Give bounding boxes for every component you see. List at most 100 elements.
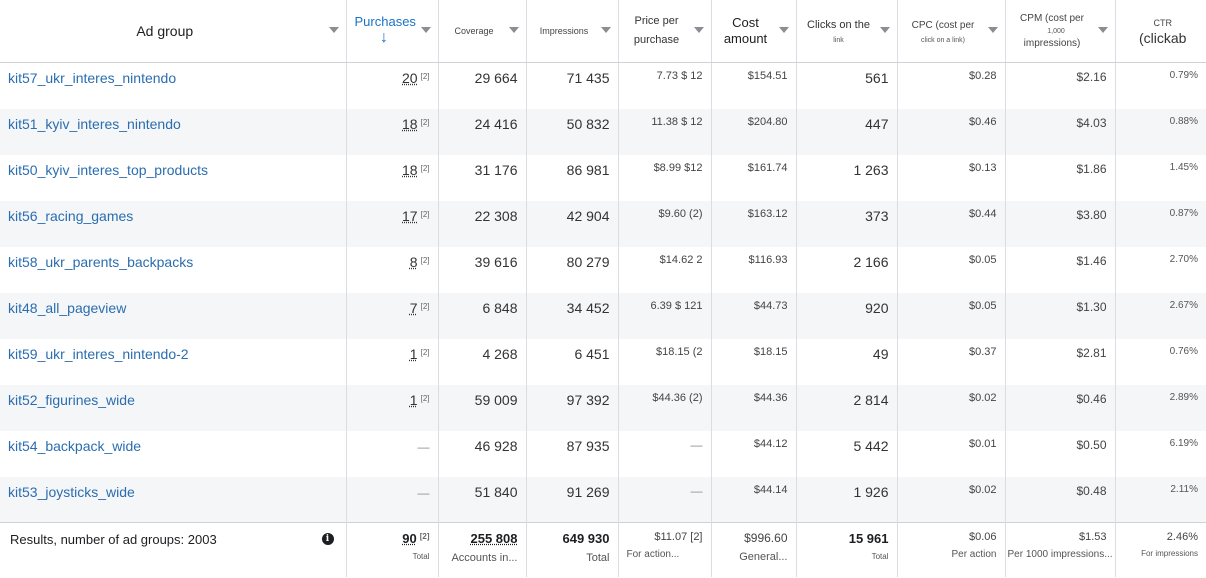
ad-group-link[interactable]: kit54_backpack_wide xyxy=(8,437,142,454)
coverage-cell: 6 848 xyxy=(438,292,527,339)
table-row: kit58_ukr_parents_backpacks 8 [2] 39 616 80 … xyxy=(0,246,1206,293)
clicks-cell: 1 926 xyxy=(796,476,898,523)
summary-clicks: 15 961 Total xyxy=(796,522,898,577)
clicks-cell: 561 xyxy=(796,62,898,109)
ctr-cell: 6.19% xyxy=(1169,437,1198,449)
col-header-cpm[interactable]: CPM (cost per 1,000 impressions) xyxy=(1005,0,1116,63)
purchases-value[interactable]: 18 xyxy=(402,161,418,178)
col-header-price-per-purchase[interactable]: Price per purchase xyxy=(618,0,712,63)
arrow-down-icon[interactable]: ↓ xyxy=(380,29,388,46)
col-header-clicks[interactable]: Clicks on the link xyxy=(796,0,898,63)
attribution-ref: [2] xyxy=(420,347,430,357)
clicks-cell: 373 xyxy=(796,200,898,247)
ad-group-link[interactable]: kit56_racing_games xyxy=(8,207,134,224)
purchases-cell: — xyxy=(346,430,439,477)
price-per-purchase-cell: $18.15 (2 xyxy=(618,338,712,385)
clicks-cell: 5 442 xyxy=(796,430,898,477)
purchases-value[interactable]: 20 xyxy=(402,70,418,86)
ad-group-link[interactable]: kit53_joysticks_wide xyxy=(8,483,135,500)
col-label: Coverage xyxy=(454,25,494,36)
ad-group-link[interactable]: kit57_ukr_interes_nintendo xyxy=(8,70,177,86)
clicks-cell: 2 814 xyxy=(796,384,898,431)
ad-group-cell: kit48_all_pageview xyxy=(0,292,347,339)
col-label: CPC (cost per xyxy=(911,19,975,31)
summary-coverage: 255 808 Accounts in... xyxy=(438,522,527,577)
price-per-purchase-cell: $9.60 (2) xyxy=(618,200,712,247)
summary-cpc-sub: Per action xyxy=(951,549,997,560)
coverage-cell: 51 840 xyxy=(438,476,527,523)
cpc-cell: $0.13 xyxy=(897,154,1006,201)
ad-group-link[interactable]: kit51_kyiv_interes_nintendo xyxy=(8,115,181,132)
cost-amount-cell: $44.14 xyxy=(711,476,797,523)
chevron-down-icon[interactable] xyxy=(600,27,611,33)
ad-group-link[interactable]: kit50_kyiv_interes_top_products xyxy=(8,161,209,178)
chevron-down-icon[interactable] xyxy=(987,27,998,33)
summary-cpm-sub: Per 1000 impressions... xyxy=(1007,549,1113,560)
purchases-value[interactable]: 7 xyxy=(409,299,418,316)
purchases-value[interactable]: 18 xyxy=(402,115,418,132)
purchases-cell: 1 [2] xyxy=(346,384,439,431)
chevron-down-icon[interactable] xyxy=(1097,27,1108,33)
chevron-down-icon[interactable] xyxy=(508,27,519,33)
attribution-ref: [2] xyxy=(420,255,430,265)
table-row: kit52_figurines_wide 1 [2] 59 009 97 392 $44.… xyxy=(0,384,1206,431)
col-label: Ad group xyxy=(136,22,194,39)
chevron-down-icon[interactable] xyxy=(420,27,431,33)
ad-group-link[interactable]: kit52_figurines_wide xyxy=(8,391,135,408)
col-header-coverage[interactable]: Coverage xyxy=(438,0,527,63)
ctr-cell: 0.79% xyxy=(1169,70,1198,81)
table-row: kit50_kyiv_interes_top_products 18 [2] 31 1… xyxy=(0,154,1206,201)
chevron-down-icon[interactable] xyxy=(879,27,890,33)
col-label: Cost amount xyxy=(723,15,768,46)
col-header-cpc[interactable]: CPC (cost per click on a link) xyxy=(897,0,1006,63)
attribution-ref: [2] xyxy=(420,117,430,127)
ctr-cell: 2.11% xyxy=(1170,483,1198,495)
col-header-cost-amount[interactable]: Cost amount xyxy=(711,0,797,63)
col-header-purchases[interactable]: Purchases ↓ xyxy=(346,0,439,63)
impressions-cell: 50 832 xyxy=(526,108,619,155)
summary-cpc: $0.06 Per action xyxy=(897,522,1006,577)
clicks-cell: 2 166 xyxy=(796,246,898,293)
col-sublabel: 1,000 xyxy=(1047,27,1065,35)
col-header-ad-group[interactable]: Ad group xyxy=(0,0,347,63)
impressions-cell: 42 904 xyxy=(526,200,619,247)
col-sublabel: link xyxy=(833,36,844,44)
summary-purchases-value[interactable]: 90 xyxy=(402,531,417,546)
summary-label: Results, number of ad groups: 2003 xyxy=(10,532,217,547)
cpm-cell: $1.86 xyxy=(1005,154,1116,201)
summary-price-value: $11.07 [2] xyxy=(654,531,703,543)
impressions-cell: 71 435 xyxy=(526,62,619,109)
purchases-value[interactable]: 17 xyxy=(402,207,418,224)
cpm-cell: $4.03 xyxy=(1005,108,1116,155)
ad-group-link[interactable]: kit58_ukr_parents_backpacks xyxy=(8,253,194,270)
col-header-impressions[interactable]: Impressions xyxy=(526,0,619,63)
purchases-cell: 18 [2] xyxy=(346,108,439,155)
col-sublabel: (clickab xyxy=(1139,30,1187,46)
purchases-value[interactable]: 1 xyxy=(409,345,418,362)
chevron-down-icon[interactable] xyxy=(328,27,339,33)
purchases-value[interactable]: 8 xyxy=(409,253,418,270)
col-label: CTR xyxy=(1153,18,1173,28)
ad-group-cell: kit52_figurines_wide xyxy=(0,384,347,431)
info-icon[interactable]: i xyxy=(321,533,334,545)
purchases-value[interactable]: 1 xyxy=(409,391,418,408)
ad-group-cell: kit56_racing_games xyxy=(0,200,347,247)
table-row: kit48_all_pageview 7 [2] 6 848 34 452 6.39 $ … xyxy=(0,292,1206,339)
table-row: kit56_racing_games 17 [2] 22 308 42 904 $9.60… xyxy=(0,200,1206,247)
col-header-ctr[interactable]: CTR (clickab xyxy=(1115,0,1206,63)
summary-coverage-value[interactable]: 255 808 xyxy=(470,531,518,546)
clicks-cell: 49 xyxy=(796,338,898,385)
cpc-cell: $0.28 xyxy=(897,62,1006,109)
clicks-cell: 920 xyxy=(796,292,898,339)
ad-group-link[interactable]: kit48_all_pageview xyxy=(8,299,127,316)
purchases-cell: 8 [2] xyxy=(346,246,439,293)
attribution-ref: [2] xyxy=(420,163,430,173)
attribution-ref: [2] xyxy=(419,532,430,541)
summary-ctr-value: 2.46% xyxy=(1166,531,1198,543)
summary-impressions: 649 930 Total xyxy=(526,522,619,577)
purchases-cell: 1 [2] xyxy=(346,338,439,385)
chevron-down-icon[interactable] xyxy=(778,27,789,33)
ad-group-link[interactable]: kit59_ukr_interes_nintendo-2 xyxy=(8,345,189,362)
chevron-down-icon[interactable] xyxy=(693,27,704,33)
clicks-cell: 447 xyxy=(796,108,898,155)
